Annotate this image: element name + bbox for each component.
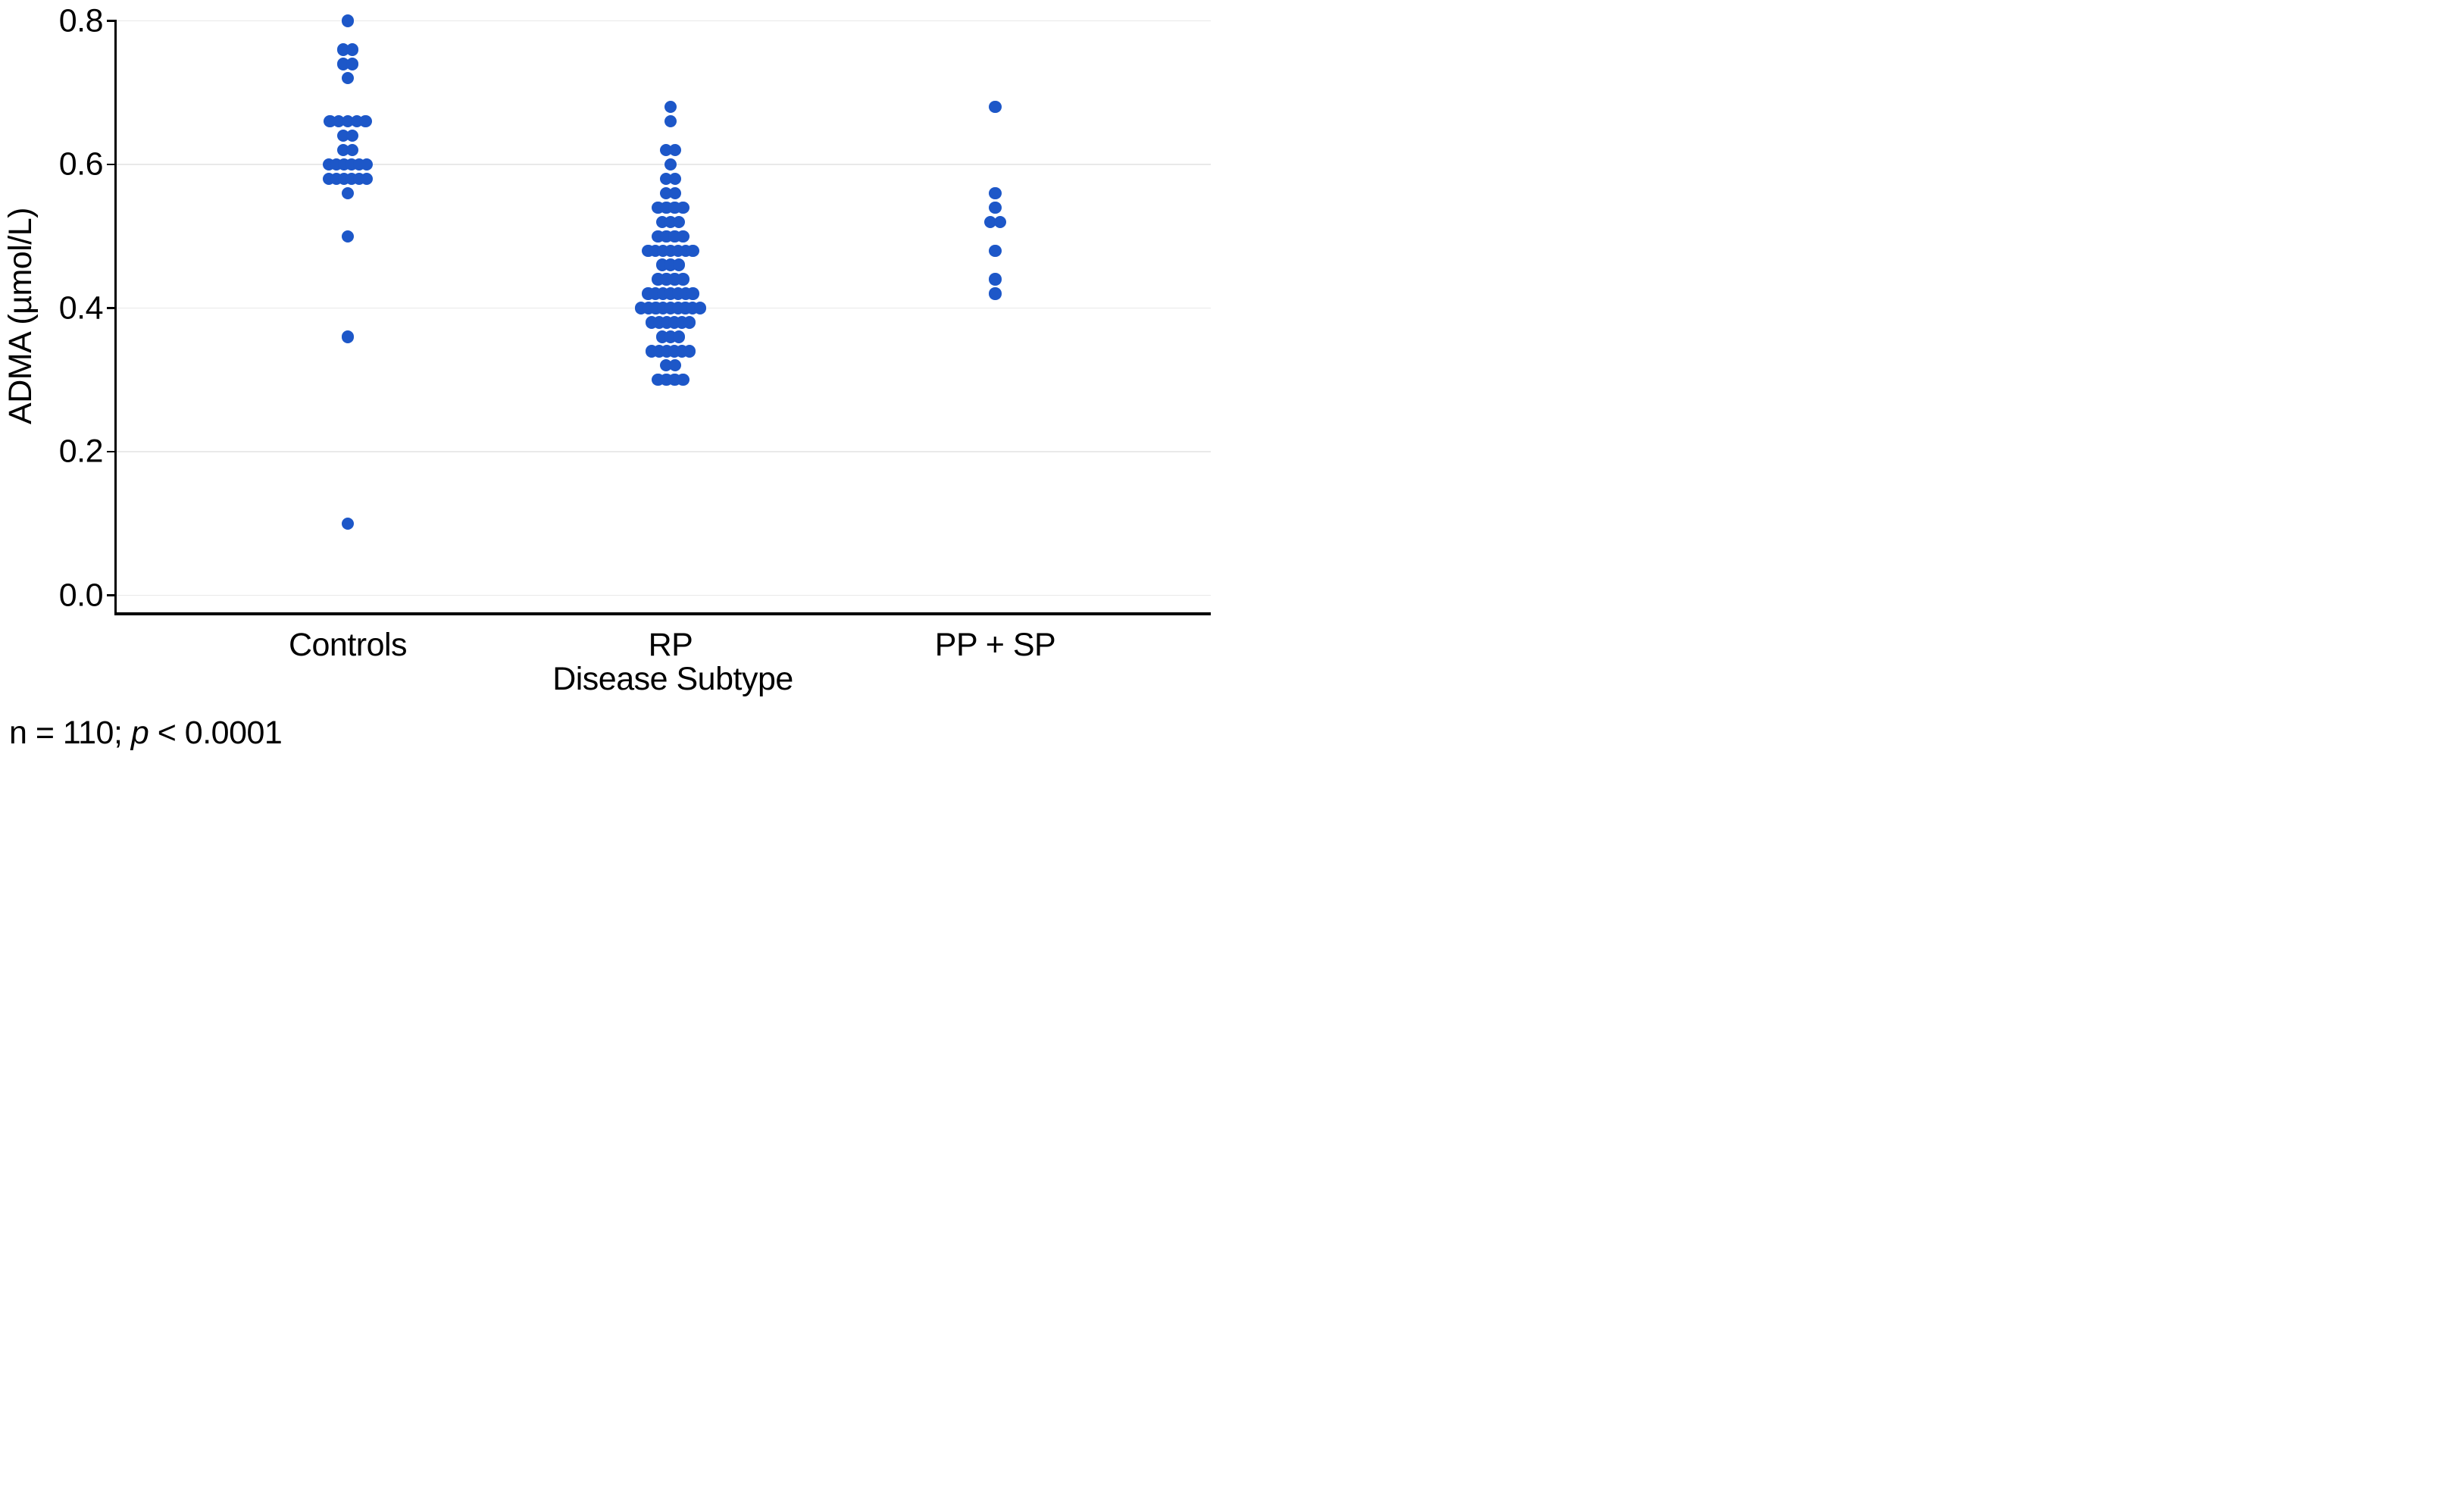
data-dot: [360, 158, 373, 171]
data-dot: [336, 43, 349, 56]
data-dot: [341, 517, 355, 530]
data-dot: [993, 215, 1006, 228]
gridline: [117, 594, 1211, 596]
data-dot: [659, 359, 672, 372]
y-axis-tick: [107, 20, 117, 22]
footnote-p-symbol: p: [130, 715, 149, 751]
data-dot: [989, 244, 1002, 257]
data-dot: [659, 186, 672, 200]
data-dot: [341, 330, 355, 343]
gridline: [117, 20, 1211, 22]
y-tick-label: 0.8: [58, 2, 104, 39]
data-dot: [989, 287, 1002, 300]
data-dot: [346, 43, 359, 56]
data-dot: [336, 58, 349, 70]
x-axis-title: Disease Subtype: [552, 661, 793, 697]
data-dot: [989, 186, 1002, 200]
y-tick-label: 0.6: [58, 146, 104, 183]
data-dot: [984, 215, 997, 228]
data-dot: [346, 143, 359, 157]
data-dot: [346, 58, 359, 70]
data-dot: [664, 114, 677, 128]
adma-dot-plot-figure: 0.0 0.2 0.4 0.6 0.8 Controls RP PP + SP ADMA (µ…: [0, 0, 1232, 751]
y-axis-tick: [107, 594, 117, 596]
data-dot: [673, 258, 686, 271]
data-dot: [346, 129, 359, 142]
category-label-pp-sp: PP + SP: [934, 627, 1056, 663]
data-dot: [677, 230, 689, 243]
data-dot: [336, 143, 349, 157]
category-label-controls: Controls: [288, 627, 408, 663]
data-dot: [683, 345, 696, 358]
y-tick-label: 0.2: [58, 433, 104, 470]
data-dot: [359, 114, 372, 128]
data-dot: [677, 374, 689, 386]
y-axis-tick: [107, 450, 117, 453]
y-axis-tick: [107, 163, 117, 166]
category-label-rp: RP: [648, 627, 693, 663]
gridline: [117, 451, 1211, 452]
data-dot: [989, 273, 1002, 286]
y-tick-label: 0.4: [58, 289, 104, 326]
data-dot: [677, 201, 689, 214]
plot-area: 0.0 0.2 0.4 0.6 0.8 Controls RP PP + SP: [0, 0, 1232, 751]
data-dot: [669, 359, 682, 372]
data-dot: [673, 215, 686, 228]
footnote-p-text: < 0.0001: [149, 715, 283, 751]
data-dot: [341, 186, 355, 200]
data-dot: [693, 302, 706, 314]
data-dot: [341, 230, 355, 243]
data-dot: [989, 101, 1002, 114]
data-dot: [669, 186, 682, 200]
data-dot: [683, 316, 696, 329]
x-axis-line: [114, 612, 1211, 615]
gridline: [117, 164, 1211, 165]
data-dot: [989, 201, 1002, 214]
y-axis-tick: [107, 307, 117, 309]
data-dot: [664, 101, 677, 114]
data-dot: [341, 14, 355, 27]
data-dot: [677, 273, 689, 286]
data-dot: [686, 287, 699, 300]
data-dot: [659, 172, 672, 186]
footnote: n = 110; p < 0.0001: [9, 715, 283, 751]
data-dot: [659, 143, 672, 157]
footnote-n-text: n = 110;: [9, 715, 131, 751]
y-axis-line: [114, 20, 117, 612]
y-axis-title: ADMA (µmol/L): [2, 208, 39, 424]
y-tick-label: 0.0: [58, 577, 104, 613]
data-dot: [669, 172, 682, 186]
data-dot: [664, 158, 677, 171]
data-dot: [673, 330, 686, 343]
data-dot: [669, 143, 682, 157]
data-dot: [360, 172, 373, 186]
data-dot: [336, 129, 349, 142]
data-dot: [341, 72, 355, 85]
data-dot: [686, 244, 699, 257]
